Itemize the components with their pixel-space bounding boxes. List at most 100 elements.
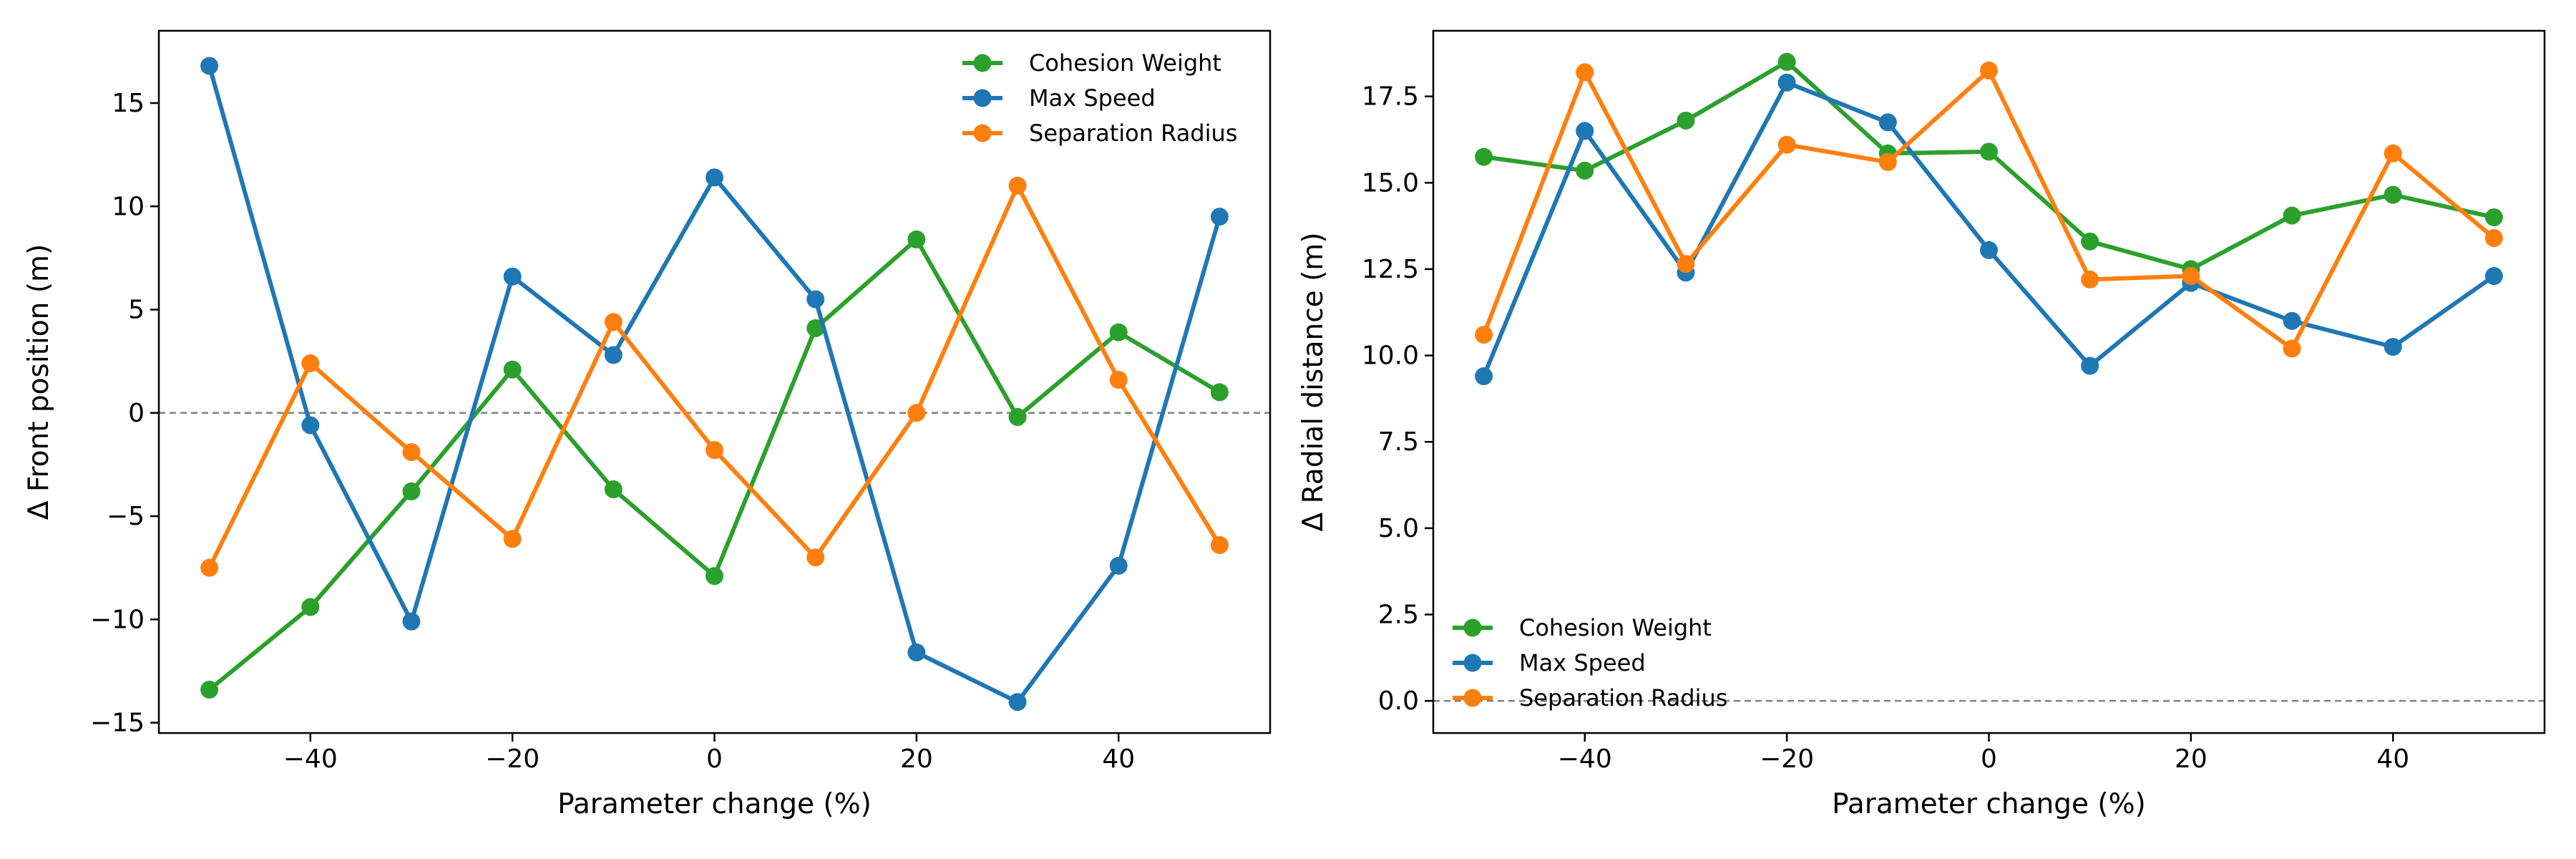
legend-label: Separation Radius — [1029, 120, 1237, 147]
data-point-cohesion-weight — [2384, 185, 2402, 204]
data-point-separation-radius — [200, 558, 219, 577]
legend-marker — [1463, 689, 1482, 707]
data-point-separation-radius — [2384, 144, 2402, 162]
data-point-separation-radius — [2283, 339, 2301, 358]
data-point-cohesion-weight — [503, 360, 522, 379]
data-point-max-speed — [2384, 338, 2402, 356]
data-point-max-speed — [2484, 267, 2503, 286]
data-point-separation-radius — [1777, 135, 1796, 154]
x-tick-label: −40 — [1558, 744, 1612, 774]
legend: Cohesion Weight Max Speed Separation Radiu… — [1453, 614, 1727, 712]
data-point-max-speed — [1475, 367, 1493, 386]
data-point-cohesion-weight — [402, 482, 421, 500]
data-point-cohesion-weight — [2081, 232, 2099, 251]
series-line-separation-radius — [1481, 68, 2496, 351]
data-point-separation-radius — [1475, 326, 1493, 344]
y-tick-label: 2.5 — [1378, 600, 1419, 629]
data-point-separation-radius — [806, 548, 825, 567]
data-point-max-speed — [806, 290, 825, 309]
data-point-separation-radius — [503, 530, 522, 548]
data-point-separation-radius — [2081, 270, 2099, 288]
legend-label: Cohesion Weight — [1519, 614, 1712, 641]
x-tick-label: 20 — [900, 744, 933, 774]
data-point-max-speed — [503, 267, 522, 286]
y-tick-label: 15.0 — [1362, 168, 1419, 198]
legend-label: Max Speed — [1029, 84, 1156, 112]
data-point-max-speed — [200, 57, 219, 75]
data-point-max-speed — [1980, 241, 1998, 259]
data-point-max-speed — [1878, 113, 1897, 132]
x-tick-label: −40 — [283, 744, 338, 774]
y-axis-label: Δ Radial distance (m) — [1297, 232, 1330, 531]
y-tick-label: −15 — [90, 709, 145, 738]
data-point-separation-radius — [1878, 152, 1897, 171]
data-point-max-speed — [301, 416, 320, 435]
y-tick-label: 0.0 — [1378, 686, 1419, 716]
data-point-cohesion-weight — [1109, 323, 1128, 341]
data-point-cohesion-weight — [1475, 147, 1493, 166]
y-tick-label: 5.0 — [1378, 514, 1419, 543]
x-tick-label: −20 — [1760, 744, 1814, 774]
data-point-max-speed — [2283, 311, 2301, 330]
data-point-max-speed — [1210, 208, 1229, 226]
data-point-cohesion-weight — [604, 480, 623, 499]
x-tick-label: 40 — [1102, 744, 1135, 774]
data-point-max-speed — [2081, 356, 2099, 375]
y-tick-label: −10 — [90, 605, 145, 634]
data-point-separation-radius — [1008, 176, 1027, 195]
data-point-cohesion-weight — [2484, 208, 2503, 227]
data-point-max-speed — [1008, 693, 1027, 712]
y-tick-label: 7.5 — [1378, 427, 1419, 457]
legend-marker — [973, 89, 992, 107]
x-axis-label: Parameter change (%) — [557, 788, 872, 820]
data-point-separation-radius — [1210, 535, 1229, 554]
legend-marker — [973, 124, 992, 142]
y-axis-label: Δ Front position (m) — [23, 244, 55, 520]
x-tick-label: 40 — [2376, 744, 2409, 774]
data-point-max-speed — [1576, 122, 1594, 140]
x-axis-label: Parameter change (%) — [1832, 788, 2146, 820]
data-point-cohesion-weight — [706, 567, 723, 586]
data-point-max-speed — [1109, 556, 1128, 575]
data-point-separation-radius — [1576, 63, 1594, 82]
legend-label: Cohesion Weight — [1029, 49, 1221, 77]
series-line-max-speed — [1481, 80, 2496, 377]
data-point-cohesion-weight — [1008, 408, 1027, 427]
data-point-separation-radius — [706, 441, 723, 460]
x-tick-label: −20 — [485, 744, 540, 774]
y-tick-label: 17.5 — [1362, 82, 1419, 112]
legend-marker — [973, 54, 992, 72]
data-point-separation-radius — [1109, 371, 1128, 389]
series-line-max-speed — [207, 65, 1222, 704]
data-point-separation-radius — [604, 313, 623, 331]
data-point-separation-radius — [301, 354, 320, 373]
y-tick-label: 10.0 — [1362, 341, 1419, 371]
data-point-cohesion-weight — [1777, 52, 1796, 71]
data-point-max-speed — [706, 168, 723, 187]
data-point-separation-radius — [2182, 267, 2200, 286]
y-tick-label: 15 — [112, 89, 145, 118]
y-tick-label: 0 — [128, 399, 145, 428]
data-point-separation-radius — [907, 404, 926, 422]
series-line-cohesion-weight — [208, 237, 1221, 691]
data-point-separation-radius — [1980, 61, 1998, 79]
data-point-separation-radius — [1677, 255, 1695, 273]
legend-marker — [1463, 654, 1482, 672]
data-point-cohesion-weight — [1677, 111, 1695, 130]
legend-label: Separation Radius — [1519, 684, 1727, 712]
x-tick-label: 20 — [2175, 744, 2207, 774]
y-tick-label: 5 — [128, 296, 145, 325]
y-tick-label: 12.5 — [1362, 255, 1419, 284]
chart-front-position: −40 −20 0 20 40 −15 −10 −5 0 5 10 15 Parameter chang… — [23, 29, 1272, 820]
chart-radial-distance: −40 −20 0 20 40 0.0 2.5 5.0 7.5 10.0 12.5 15.0 17.5 P… — [1297, 29, 2546, 820]
legend: Cohesion Weight Max Speed Separation Radiu… — [962, 49, 1237, 147]
data-point-max-speed — [907, 643, 926, 661]
data-point-separation-radius — [402, 443, 421, 462]
data-point-cohesion-weight — [1576, 161, 1594, 180]
data-point-max-speed — [604, 346, 623, 364]
x-tick-label: 0 — [706, 744, 723, 774]
data-point-cohesion-weight — [1980, 142, 1998, 161]
data-point-cohesion-weight — [301, 598, 320, 616]
data-point-cohesion-weight — [1210, 383, 1229, 402]
